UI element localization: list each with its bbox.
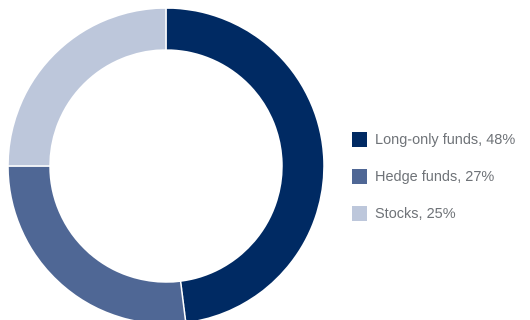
chart-legend: Long-only funds, 48% Hedge funds, 27% St…: [352, 121, 515, 232]
legend-entry-stocks: Stocks, 25%: [352, 195, 515, 232]
legend-label-hedge-funds: Hedge funds, 27%: [375, 168, 495, 185]
donut-chart: [7, 7, 325, 320]
donut-slices: [7, 7, 325, 320]
slice-hedge-funds: [7, 165, 187, 320]
legend-swatch-stocks: [352, 206, 367, 221]
legend-label-stocks: Stocks, 25%: [375, 205, 456, 222]
legend-swatch-hedge-funds: [352, 169, 367, 184]
legend-entry-long-only-funds: Long-only funds, 48%: [352, 121, 515, 158]
legend-label-long-only-funds: Long-only funds, 48%: [375, 131, 516, 148]
legend-swatch-long-only-funds: [352, 132, 367, 147]
slice-long-only-funds: [165, 7, 325, 320]
slice-stocks: [7, 7, 167, 167]
legend-entry-hedge-funds: Hedge funds, 27%: [352, 158, 515, 195]
